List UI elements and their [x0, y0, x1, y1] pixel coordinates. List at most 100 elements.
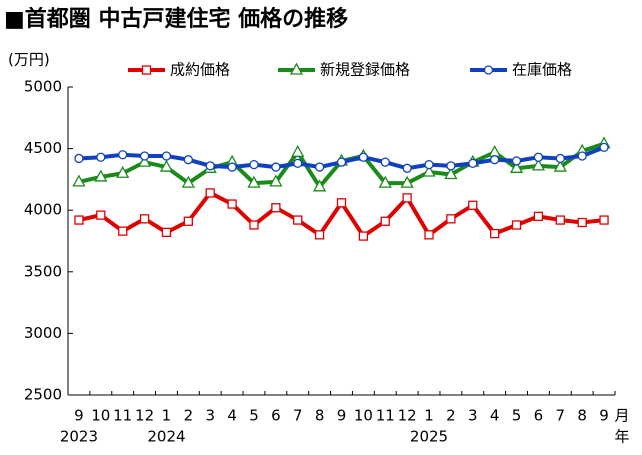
marker	[96, 152, 106, 162]
x-tick-label: 2	[184, 407, 194, 425]
marker	[444, 167, 458, 180]
x-tick-label: 7	[556, 407, 566, 425]
x-tick-label: 9	[74, 407, 84, 425]
marker	[161, 151, 172, 161]
marker	[161, 227, 172, 238]
marker	[424, 159, 434, 170]
y-tick-label: 4000	[24, 201, 62, 219]
x-unit-year: 年	[614, 428, 629, 446]
marker	[74, 215, 84, 225]
x-tick-label: 12	[398, 407, 417, 425]
marker	[313, 179, 327, 192]
marker	[293, 215, 303, 225]
x-tick-label: 9	[599, 407, 609, 425]
marker	[139, 151, 150, 161]
marker	[141, 65, 152, 75]
x-tick-label: 3	[205, 407, 215, 425]
marker	[74, 153, 84, 164]
x-tick-label: 6	[534, 407, 544, 425]
marker	[205, 161, 215, 171]
x-tick-label: 5	[249, 407, 259, 425]
marker	[490, 155, 500, 165]
x-tick-label: 9	[337, 407, 347, 425]
marker	[511, 156, 522, 166]
x-tick-label: 3	[468, 407, 478, 425]
marker	[137, 154, 152, 167]
marker	[380, 157, 390, 167]
x-tick-label: 7	[293, 407, 303, 425]
y-tick-label: 3500	[24, 262, 62, 280]
marker	[555, 215, 565, 225]
y-tick-label: 4500	[24, 139, 62, 157]
legend-label: 成約価格	[170, 61, 230, 79]
marker	[402, 163, 412, 173]
marker	[205, 188, 215, 198]
marker	[533, 152, 544, 162]
marker	[183, 216, 193, 226]
x-tick-label: 4	[227, 407, 237, 425]
x-tick-label: 12	[135, 407, 154, 425]
marker	[483, 65, 494, 75]
marker	[599, 142, 609, 153]
marker	[289, 62, 304, 75]
marker	[577, 217, 587, 228]
marker	[227, 199, 237, 209]
marker	[291, 144, 305, 157]
x-tick-label: 10	[91, 407, 110, 425]
marker	[181, 175, 195, 188]
marker	[159, 159, 174, 172]
legend-label: 在庫価格	[512, 61, 572, 79]
marker	[490, 228, 500, 239]
marker	[509, 160, 524, 173]
y-tick-label: 3000	[24, 324, 62, 342]
y-axis-label: (万円)	[8, 51, 50, 69]
marker	[118, 226, 128, 236]
x-tick-label: 8	[315, 407, 325, 425]
x-tick-label: 6	[271, 407, 281, 425]
marker	[468, 200, 478, 210]
legend-label: 新規登録価格	[320, 61, 410, 79]
marker	[336, 198, 347, 208]
marker	[249, 220, 259, 230]
marker	[293, 158, 303, 169]
marker	[446, 161, 456, 171]
marker	[94, 169, 108, 182]
marker	[227, 162, 237, 172]
x-unit-month: 月	[614, 407, 629, 425]
marker	[488, 144, 502, 157]
marker	[358, 231, 369, 241]
marker	[511, 220, 522, 230]
marker	[380, 216, 390, 226]
marker	[271, 162, 281, 172]
marker	[553, 159, 567, 172]
marker	[468, 158, 478, 169]
marker	[533, 211, 544, 222]
x-tick-label: 11	[376, 407, 395, 425]
marker	[247, 175, 261, 188]
marker	[577, 151, 587, 161]
x-tick-label: 8	[577, 407, 587, 425]
chart-title: ■首都圏 中古戸建住宅 価格の推移	[4, 6, 348, 32]
x-tick-label: 10	[354, 407, 373, 425]
marker	[72, 174, 86, 187]
marker	[314, 162, 325, 172]
x-tick-label: 1	[162, 407, 172, 425]
year-label: 2025	[410, 428, 448, 446]
x-tick-label: 1	[424, 407, 434, 425]
marker	[96, 210, 106, 220]
marker	[531, 158, 546, 171]
marker	[336, 157, 347, 167]
y-tick-label: 5000	[24, 78, 62, 96]
marker	[139, 214, 150, 224]
marker	[358, 152, 369, 162]
marker	[422, 164, 436, 177]
marker	[446, 214, 456, 224]
marker	[271, 203, 281, 213]
marker	[599, 215, 609, 225]
marker	[249, 159, 259, 170]
marker	[118, 150, 128, 160]
marker	[314, 230, 325, 240]
x-tick-label: 11	[113, 407, 132, 425]
marker	[378, 175, 392, 188]
